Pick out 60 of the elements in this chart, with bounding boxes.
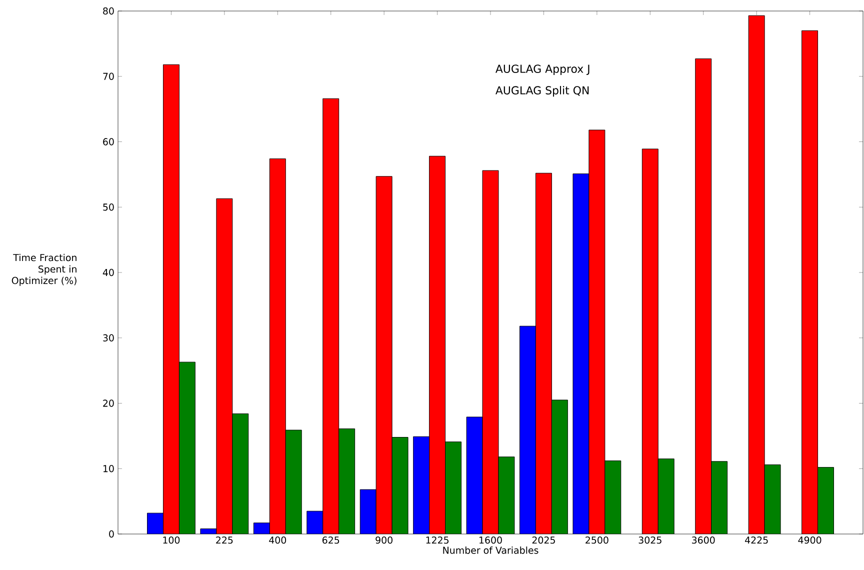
bar <box>178 362 196 534</box>
bar <box>270 158 286 534</box>
y-tick-label: 80 <box>103 7 114 15</box>
bar <box>306 510 324 534</box>
x-tick-label: 400 <box>269 536 286 544</box>
x-tick-label: 1225 <box>426 536 449 544</box>
bar <box>322 98 340 534</box>
x-tick-label: 2025 <box>532 536 555 544</box>
bar <box>498 456 515 534</box>
x-tick-label: 3600 <box>692 536 715 544</box>
y-tick-label: 20 <box>103 400 114 407</box>
y-tick-label: 10 <box>103 465 114 472</box>
y-tick-label: 50 <box>103 204 114 211</box>
x-axis-title: Number of Variables <box>443 546 538 554</box>
bar <box>764 464 781 534</box>
x-tick-label: 100 <box>163 536 180 544</box>
bar <box>445 442 462 534</box>
bar <box>232 413 249 534</box>
bar <box>376 176 392 534</box>
bar <box>588 130 606 534</box>
x-tick-label: 1600 <box>480 536 502 544</box>
y-tick-label: 30 <box>103 334 114 342</box>
bar <box>286 430 302 534</box>
x-tick-label: 225 <box>216 536 233 544</box>
bar <box>642 148 658 534</box>
y-tick-label: 60 <box>103 138 114 146</box>
x-tick-label: 900 <box>376 536 392 544</box>
x-tick-label: 3025 <box>638 536 662 544</box>
y-tick-label: 40 <box>102 268 114 276</box>
y-tick-label: 70 <box>103 72 114 80</box>
bar <box>216 198 233 534</box>
y-axis-title: Time Fraction Spent in Optimizer (%) <box>12 254 76 286</box>
y-tick-label: 0 <box>109 530 114 538</box>
x-tick-label: 625 <box>322 536 340 544</box>
bar <box>147 512 164 534</box>
bar <box>535 172 552 534</box>
bar <box>482 170 499 534</box>
x-tick-label: 4900 <box>798 536 822 544</box>
bar <box>658 458 674 534</box>
bar <box>162 64 180 534</box>
bar <box>413 436 430 534</box>
bar <box>520 326 536 534</box>
bar <box>360 489 376 534</box>
bar <box>392 436 408 534</box>
bar <box>254 522 270 534</box>
bar <box>551 400 568 534</box>
bar <box>818 467 834 534</box>
bar <box>748 15 765 534</box>
bar <box>604 460 622 534</box>
bar <box>338 428 356 534</box>
x-tick-label: 2500 <box>586 536 608 544</box>
annotation: AUGLAG Approx J <box>496 64 590 76</box>
bar <box>466 416 483 534</box>
bar <box>572 174 590 534</box>
x-tick-label: 4225 <box>745 536 768 544</box>
bar <box>429 156 446 534</box>
bar <box>695 58 712 534</box>
bar <box>711 461 728 534</box>
bar <box>802 30 818 534</box>
annotation: AUGLAG Split QN <box>496 86 589 97</box>
